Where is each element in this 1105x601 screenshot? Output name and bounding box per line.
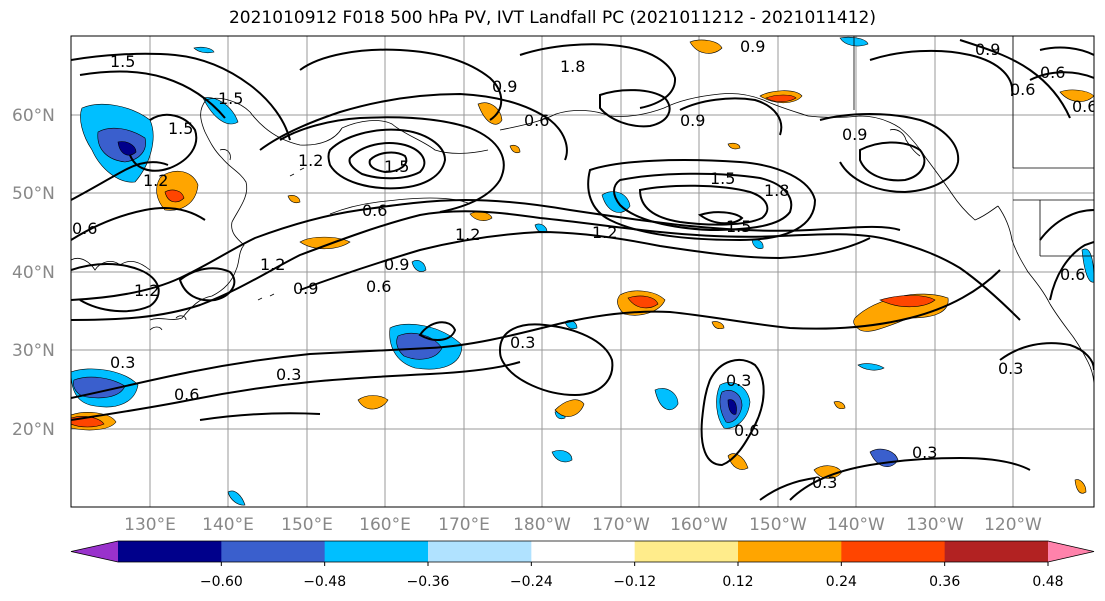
contour-label: 1.5 [110,52,135,71]
lon-label: 140°E [202,515,254,535]
map-frame [70,35,1095,508]
contour-label: 0.9 [492,77,517,96]
colorbar-tick-label: 0.24 [826,574,857,590]
contour-label: 0.6 [1060,265,1085,284]
colorbar-segment [531,541,636,562]
contour-label: 0.9 [842,125,867,144]
lon-label: 120°W [984,515,1042,535]
contour-label: 1.2 [134,281,159,300]
colorbar-segment [221,541,326,562]
contour-label: 0.3 [110,353,135,372]
lat-label: 30°N [12,341,55,361]
contour-label: 0.9 [680,111,705,130]
lon-label: 150°E [281,515,333,535]
lon-label: 140°W [827,515,885,535]
contour-label: 0.6 [366,277,391,296]
contour-label: 1.5 [218,89,243,108]
contour-label: 1.5 [168,119,193,138]
colorbar-tick-label: −0.48 [303,574,346,590]
colorbar-segment [738,541,842,562]
contour-label: 1.5 [710,169,735,188]
colorbar-tick-label: 0.12 [722,574,753,590]
contour-label: 1.5 [726,217,751,236]
colorbar-tick-label: −0.60 [200,574,243,590]
contour-label: 0.3 [912,443,937,462]
contour-label: 0.3 [510,333,535,352]
colorbar-segment [944,541,1049,562]
lat-label: 40°N [12,263,55,283]
contour-label: 0.6 [1010,80,1035,99]
contour-label: 0.9 [293,279,318,298]
lat-label: 20°N [12,420,55,440]
contour-label: 0.6 [72,219,97,238]
colorbar-segment [841,541,946,562]
contour-label: 0.6 [734,421,759,440]
coastlines [71,36,1094,387]
colorbar-tick-label: −0.24 [510,574,553,590]
contour-label: 0.6 [362,201,387,220]
contour-label: 1.2 [143,171,168,190]
contour-label: 0.3 [812,473,837,492]
colorbar-tick-label: −0.36 [407,574,450,590]
contour-label: 1.5 [384,157,409,176]
colorbar-tick-label: 0.48 [1032,574,1063,590]
lon-label: 160°E [359,515,411,535]
contour-label: 0.6 [1040,63,1065,82]
colorbar-segment [634,541,739,562]
contour-label: 1.2 [298,151,323,170]
colorbar-tick-label: 0.36 [929,574,960,590]
colorbar-segment [428,541,532,562]
contour-label: 0.6 [174,385,199,404]
colorbar-outline [70,540,1095,563]
contour-label: 0.6 [524,111,549,130]
contour-label: 0.9 [975,40,1000,59]
lon-label: 130°E [124,515,176,535]
lon-label: 180°W [513,515,571,535]
contour-label: 1.2 [260,255,285,274]
colorbar: −0.60 −0.48 −0.36 −0.24 −0.12 0.12 0.24 0.36 0.4… [70,540,1095,590]
map-title: 2021010912 F018 500 hPa PV, IVT Landfall… [228,8,876,28]
contour-labels: 1.5 1.5 1.2 1.5 1.2 0.6 0.9 0.6 0.3 0.6 … [72,37,1097,492]
lon-label: 160°W [670,515,728,535]
contour-label: 0.3 [276,365,301,384]
lon-label: 170°E [438,515,490,535]
latitude-labels: 60°N 50°N 40°N 30°N 20°N [12,106,55,440]
contour-label: 0.6 [1072,97,1097,116]
colorbar-tick-label: −0.12 [613,574,656,590]
contour-label: 1.2 [455,225,480,244]
lon-label: 130°W [906,515,964,535]
lat-label: 50°N [12,184,55,204]
contour-label: 0.9 [384,255,409,274]
lat-label: 60°N [12,106,55,126]
contour-label: 0.3 [726,371,751,390]
colorbar-extend-max [1048,541,1094,562]
contour-label: 0.9 [740,37,765,56]
colorbar-segment [324,541,429,562]
contour-label: 1.8 [764,181,789,200]
positive-anomaly-fills [71,39,1094,494]
longitude-labels: 130°E 140°E 150°E 160°E 170°E 180°W 170°… [124,515,1042,535]
contour-label: 1.8 [560,57,585,76]
colorbar-segment [118,541,222,562]
lon-label: 150°W [749,515,807,535]
pv-contours [71,39,1094,501]
contour-label: 1.2 [592,223,617,242]
lon-label: 170°W [592,515,650,535]
contour-label: 0.3 [998,359,1023,378]
colorbar-extend-min [71,541,118,562]
